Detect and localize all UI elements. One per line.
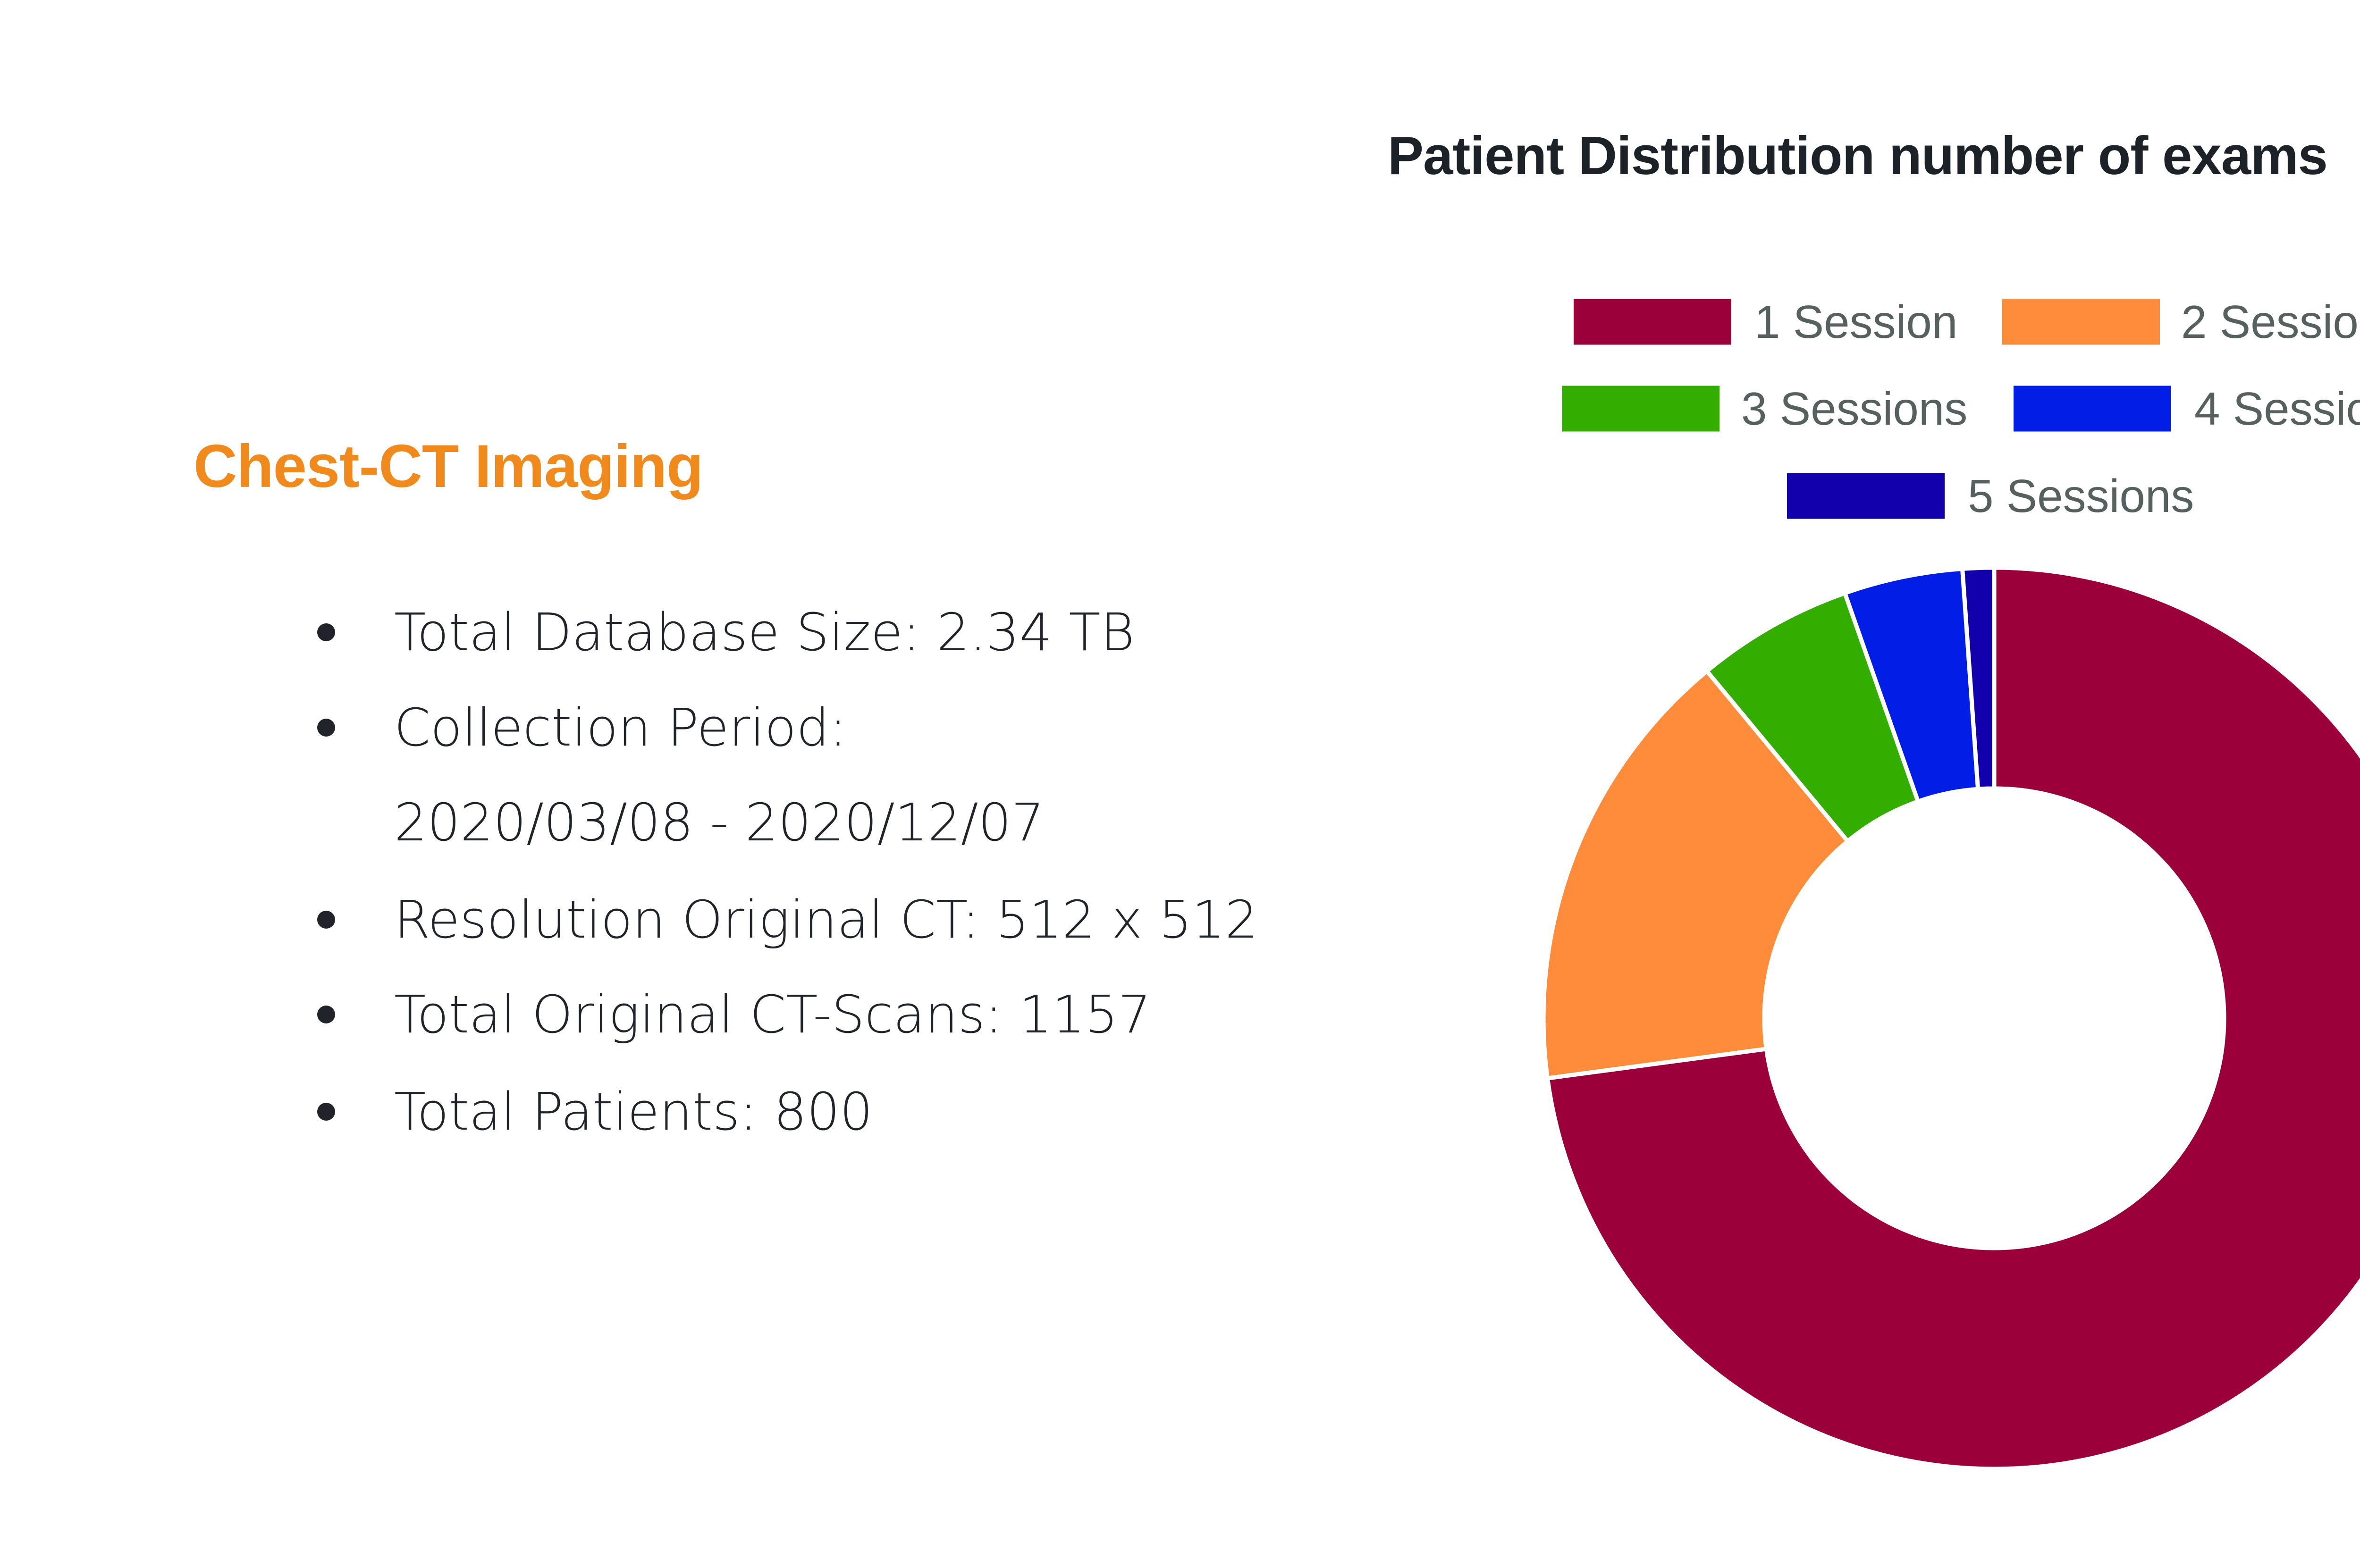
bullet-icon	[317, 1006, 335, 1023]
chart-title: Patient Distribution number of exams	[1388, 126, 2328, 186]
bullet-icon	[317, 623, 335, 641]
bullet-icon	[317, 911, 335, 929]
fact-resolution: Resolution Original CT: 512 x 512	[394, 889, 1258, 950]
donut-slice-2-sessions[interactable]	[1541, 668, 1851, 1081]
fact-collection-period-label: Collection Period:	[394, 697, 847, 758]
bullet-icon	[317, 1103, 335, 1121]
legend-swatch	[2002, 299, 2160, 345]
fact-database-size: Total Database Size: 2.34 TB	[394, 602, 1135, 662]
legend-swatch	[1574, 299, 1731, 345]
bullet-icon	[317, 719, 335, 737]
section-heading: Chest-CT Imaging	[194, 433, 703, 500]
donut-slice-5-sessions[interactable]	[1960, 565, 1997, 792]
legend-label: 5 Sessions	[1968, 470, 2194, 522]
fact-total-patients: Total Patients: 800	[394, 1082, 873, 1142]
legend-swatch	[1787, 473, 1945, 519]
fact-collection-period-value: 2020/03/08 - 2020/12/07	[394, 792, 1045, 853]
legend-label: 1 Session	[1754, 296, 1958, 348]
legend-label: 4 Sessions	[2194, 383, 2360, 435]
donut-slice-1-session[interactable]	[1545, 565, 2360, 1471]
legend-swatch	[2014, 386, 2171, 432]
legend-swatch	[1562, 386, 1719, 432]
fact-total-scans: Total Original CT-Scans: 1157	[394, 984, 1151, 1045]
legend-label: 2 Sessions	[2181, 296, 2360, 348]
legend-label: 3 Sessions	[1741, 383, 1968, 435]
